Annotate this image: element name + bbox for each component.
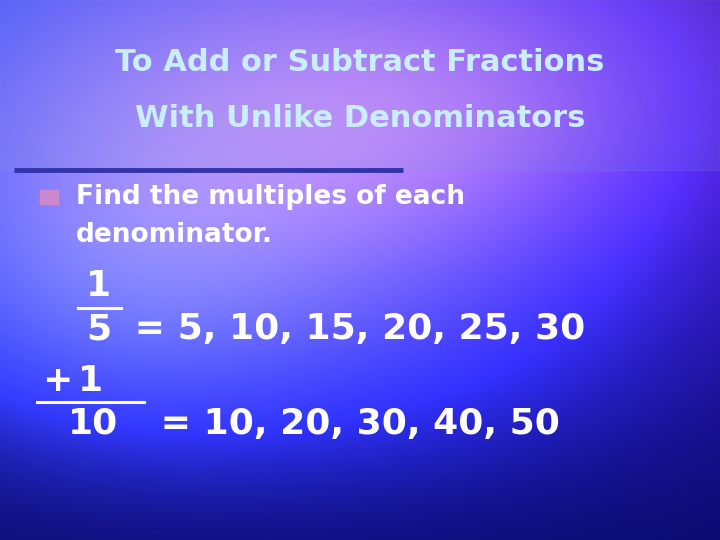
Text: 5: 5: [86, 313, 112, 346]
Text: 1: 1: [86, 269, 112, 303]
Bar: [0, 0, 720, 170]
Text: Find the multiples of each: Find the multiples of each: [76, 184, 464, 210]
Text: = 10, 20, 30, 40, 50: = 10, 20, 30, 40, 50: [148, 407, 559, 441]
Bar: [40, 190, 58, 204]
Text: = 5, 10, 15, 20, 25, 30: = 5, 10, 15, 20, 25, 30: [122, 313, 585, 346]
Text: To Add or Subtract Fractions: To Add or Subtract Fractions: [115, 48, 605, 77]
Text: +: +: [42, 364, 72, 397]
Text: denominator.: denominator.: [76, 222, 273, 248]
Text: 10: 10: [68, 407, 119, 441]
Text: 1: 1: [78, 364, 103, 397]
Text: With Unlike Denominators: With Unlike Denominators: [135, 104, 585, 133]
